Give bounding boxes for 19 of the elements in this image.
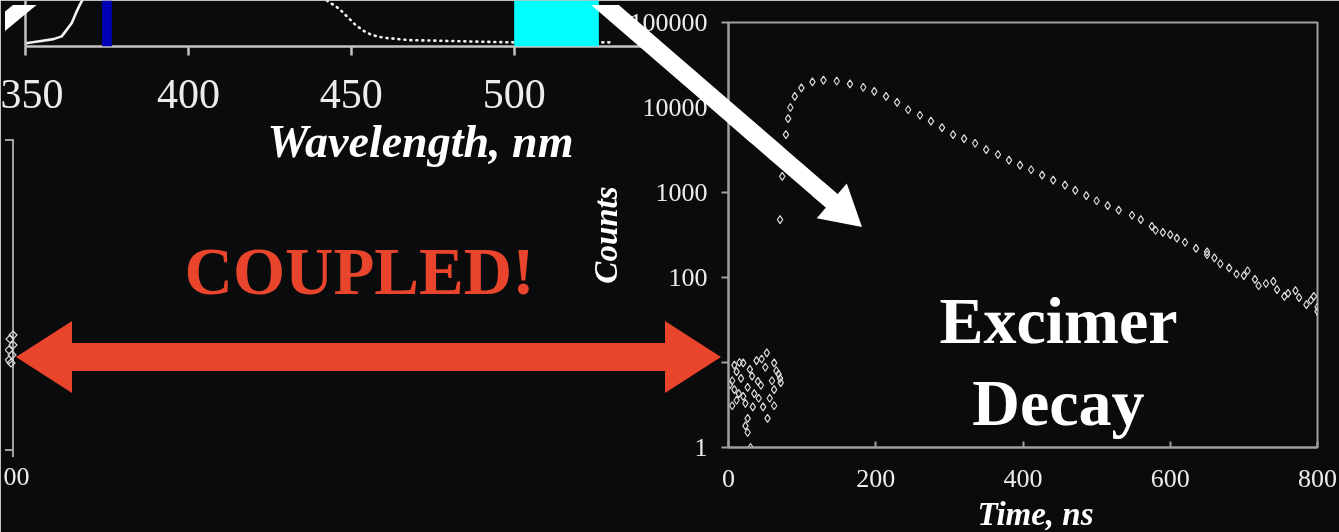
x-tick-label: 400 [1003,463,1043,493]
x-tick-label: 200 [856,463,896,493]
x-tick-label: 800 [1298,463,1337,493]
x-tick-label: 500 [482,70,546,117]
y-tick-label: 1000 [655,178,708,207]
x-tick-label: 350 [0,70,64,117]
x-axis-title: Time, ns [977,495,1094,532]
text: 00 [3,462,30,491]
x-tick-label: 600 [1150,463,1190,493]
y-tick-label: 10000 [642,93,708,122]
x-tick-label: 450 [319,70,383,117]
x-tick-label: 400 [156,70,220,117]
x-axis-title: Wavelength, nm [267,116,574,167]
y-tick-label: 1 [694,433,708,462]
text: COUPLED! [184,233,535,308]
y-axis-title: Counts [587,186,624,284]
x-tick-label: 0 [722,463,735,493]
annotation: Excimer Decay [939,284,1178,439]
y-tick-label: 100 [668,263,708,292]
